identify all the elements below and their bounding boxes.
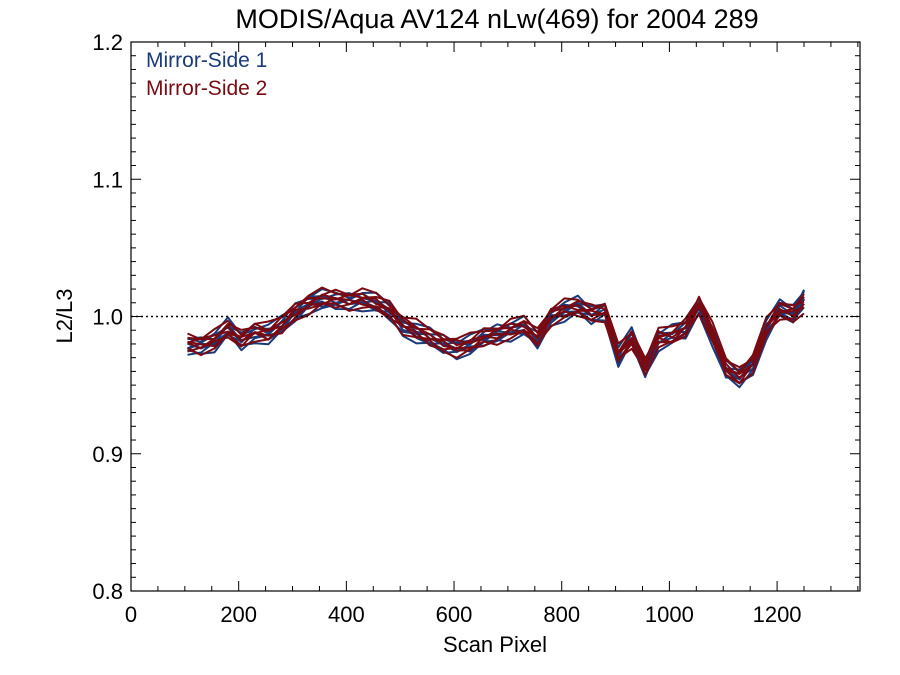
- y-axis: 0.8 0.9 1.0 1.1 1.2: [92, 30, 860, 604]
- y-axis-label: L2/L3: [52, 288, 77, 343]
- y-tick-label: 0.8: [92, 579, 123, 604]
- legend-entry-1: Mirror-Side 1: [146, 49, 267, 72]
- x-axis: 0 200 400 600 800 1000 1200: [125, 42, 859, 627]
- chart-title: MODIS/Aqua AV124 nLw(469) for 2004 289: [235, 4, 758, 34]
- x-tick-label: 1200: [753, 602, 802, 627]
- x-tick-label: 0: [125, 602, 137, 627]
- x-tick-label: 600: [436, 602, 473, 627]
- legend: Mirror-Side 1 Mirror-Side 2: [146, 49, 267, 100]
- x-axis-label: Scan Pixel: [443, 632, 547, 657]
- y-tick-label: 1.0: [92, 305, 123, 330]
- series-line-2-7: [187, 286, 805, 373]
- x-tick-label: 800: [543, 602, 580, 627]
- y-tick-label: 1.2: [92, 30, 123, 55]
- y-tick-label: 1.1: [92, 167, 123, 192]
- x-tick-label: 200: [220, 602, 257, 627]
- legend-entry-2: Mirror-Side 2: [146, 77, 267, 100]
- series-line-2-6: [187, 288, 805, 369]
- plot-frame: [130, 41, 861, 592]
- series-line-2-4: [187, 293, 805, 379]
- y-tick-label: 0.9: [92, 442, 123, 467]
- x-tick-label: 1000: [645, 602, 694, 627]
- plot-lines: [187, 286, 805, 389]
- x-tick-label: 400: [328, 602, 365, 627]
